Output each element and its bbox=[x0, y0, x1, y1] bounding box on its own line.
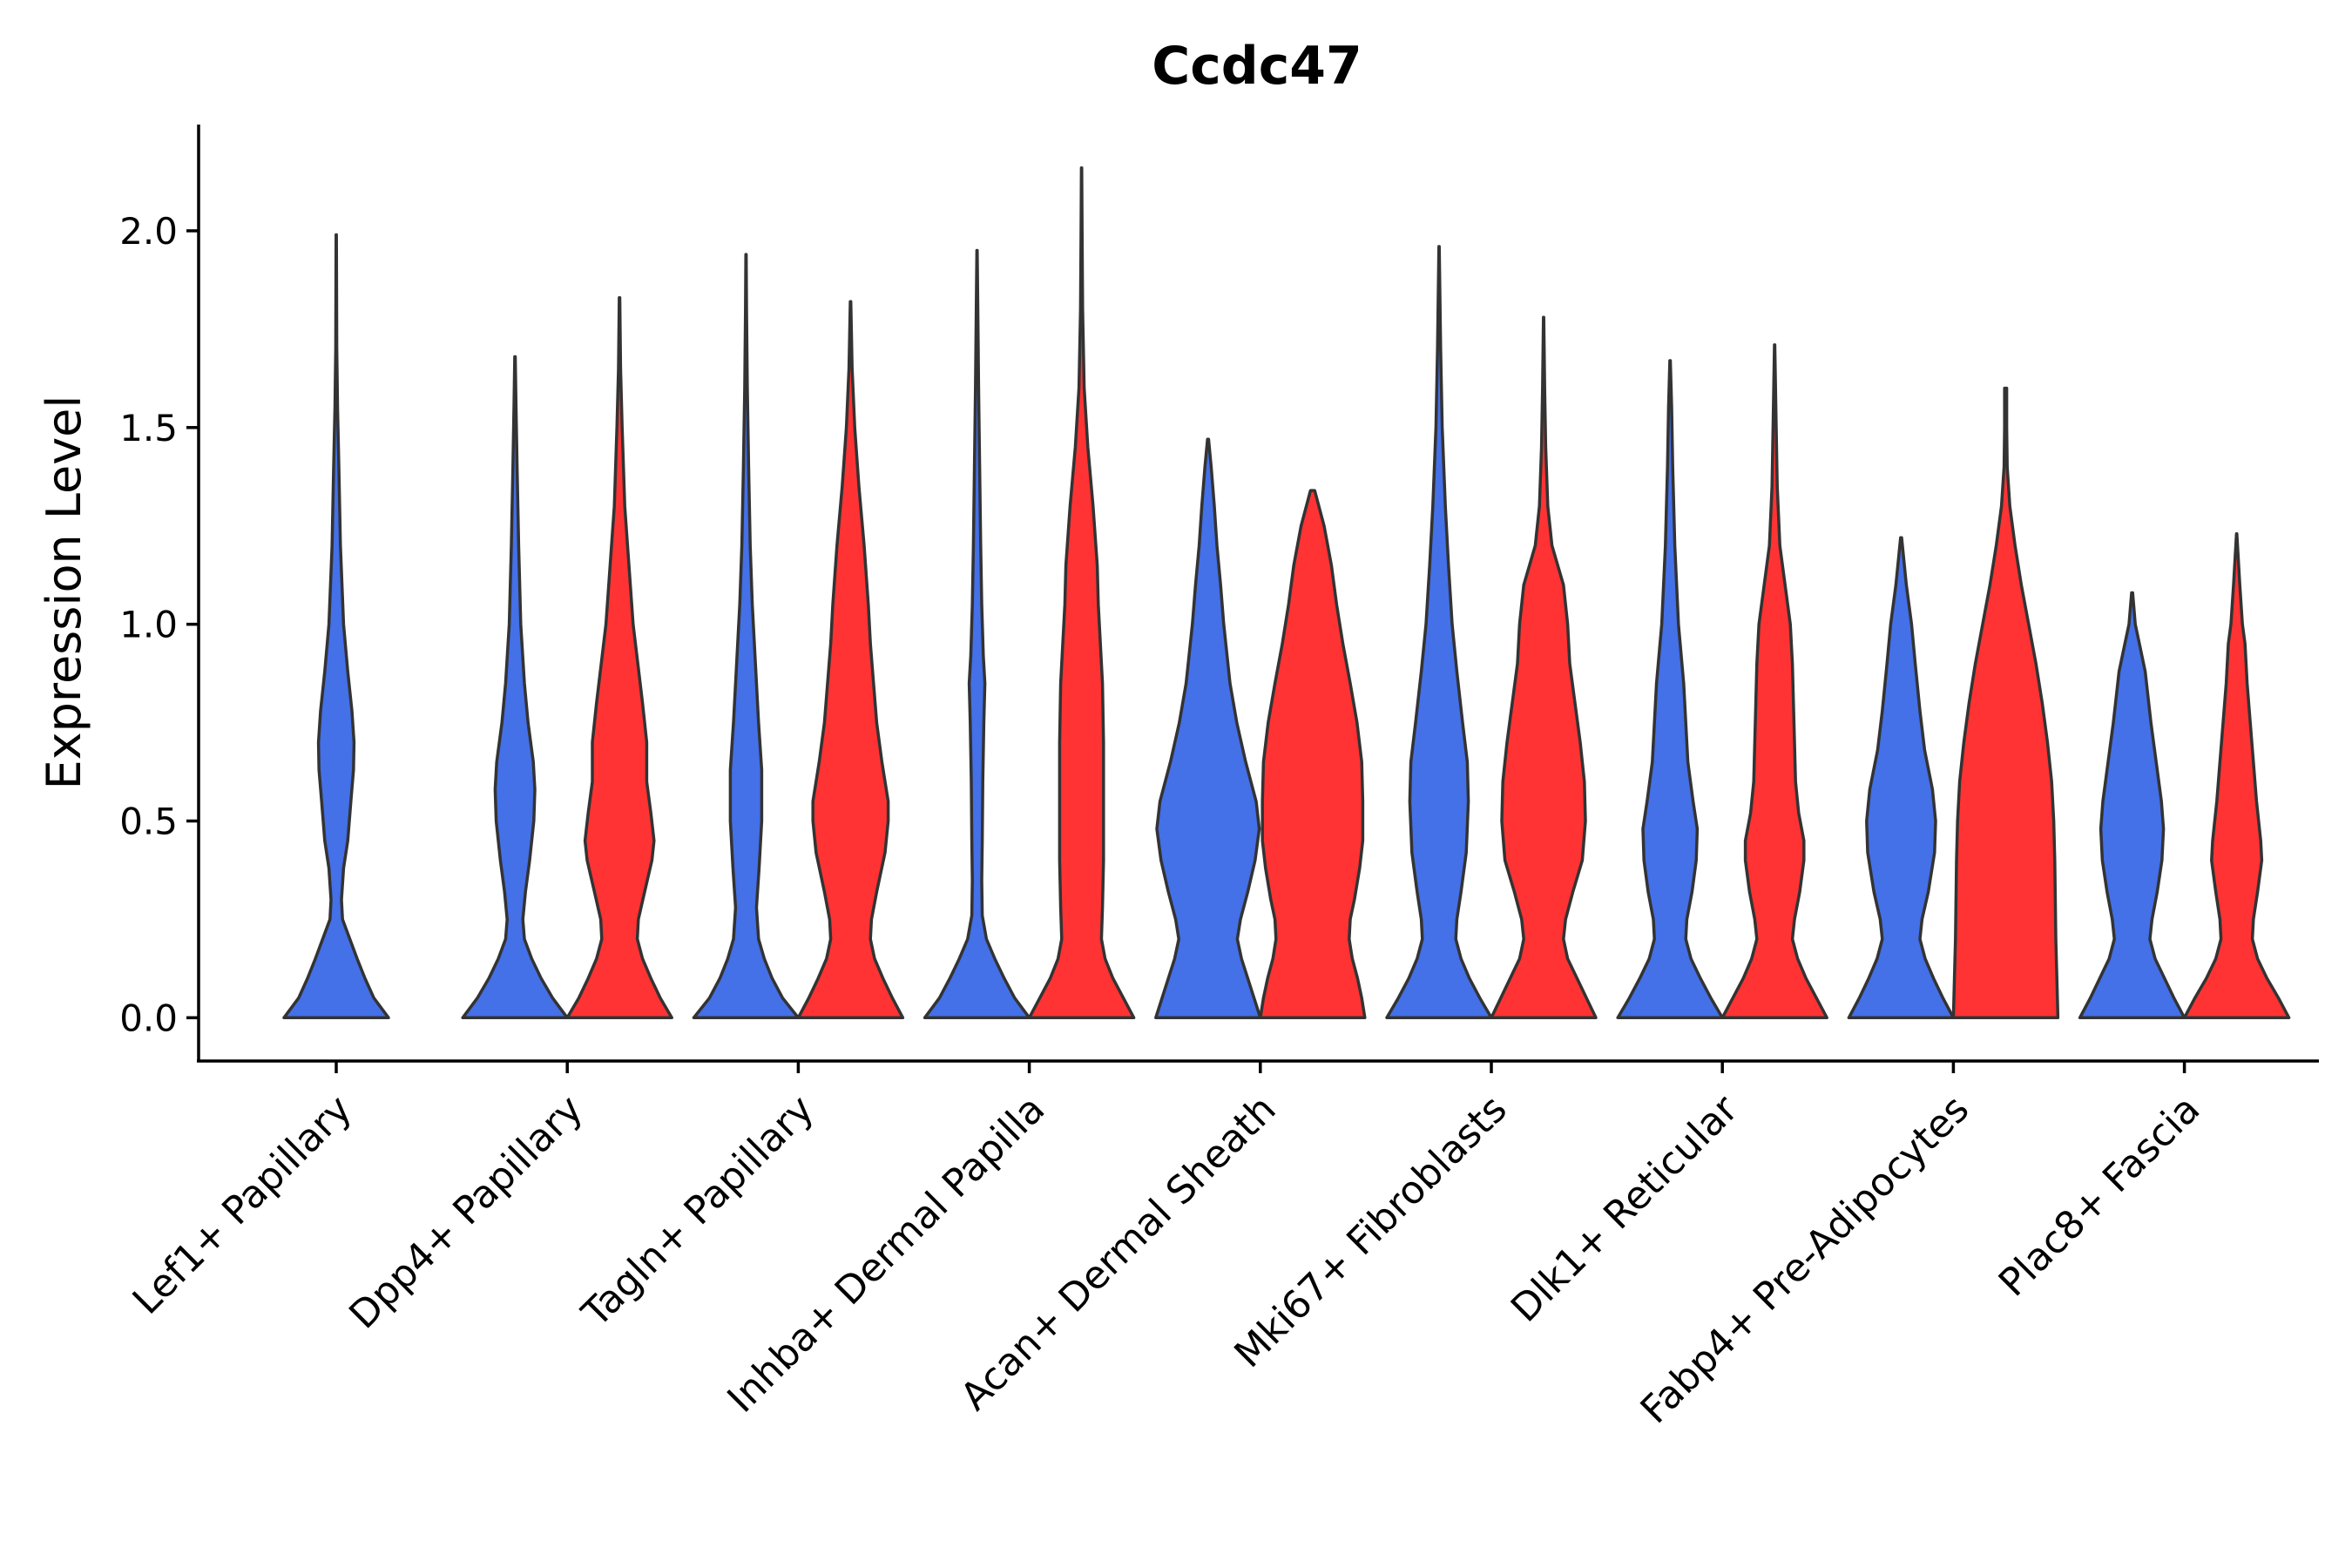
violin-group_b bbox=[1951, 386, 2060, 1020]
violin-group_b bbox=[1259, 489, 1367, 1020]
y-tick-label: 2.0 bbox=[119, 210, 178, 253]
violin-group_b bbox=[565, 295, 673, 1020]
x-tick-label: Tagln+ Papillary bbox=[573, 1087, 822, 1336]
chart-title: Ccdc47 bbox=[1152, 36, 1362, 97]
violin-group_a bbox=[461, 355, 569, 1020]
violin-group_b bbox=[796, 300, 905, 1020]
violin-group_a bbox=[923, 248, 1031, 1020]
violin-group bbox=[282, 166, 2291, 1020]
violin-group_b bbox=[2182, 531, 2291, 1020]
y-tick-label: 0.5 bbox=[119, 800, 178, 842]
y-axis-label: Expression Level bbox=[37, 395, 91, 790]
y-tick-label: 0.0 bbox=[119, 997, 178, 1039]
violin-group_b bbox=[1720, 343, 1828, 1020]
violin-group_a bbox=[1385, 245, 1493, 1020]
y-tick-label: 1.5 bbox=[119, 407, 178, 449]
x-tick-label: Dlk1+ Reticular bbox=[1503, 1086, 1747, 1331]
x-tick-label: Dpp4+ Papillary bbox=[341, 1087, 591, 1338]
x-tick-label: Lef1+ Papillary bbox=[125, 1087, 361, 1323]
violin-group_a bbox=[1154, 437, 1262, 1020]
violin-group_a bbox=[1616, 359, 1724, 1020]
violin-group_a bbox=[692, 253, 801, 1020]
violin-group_b bbox=[1027, 166, 1136, 1020]
violin-group_b bbox=[1490, 315, 1598, 1020]
x-tick-label: Plac8+ Fascia bbox=[1990, 1087, 2209, 1306]
y-tick-label: 1.0 bbox=[119, 604, 178, 646]
violin-group_a bbox=[1847, 536, 1956, 1020]
violin-group_a bbox=[282, 233, 390, 1020]
y-axis-ticks: 0.0 0.5 1.0 1.5 2.0 bbox=[119, 210, 199, 1039]
violin-group_a bbox=[2078, 591, 2186, 1020]
